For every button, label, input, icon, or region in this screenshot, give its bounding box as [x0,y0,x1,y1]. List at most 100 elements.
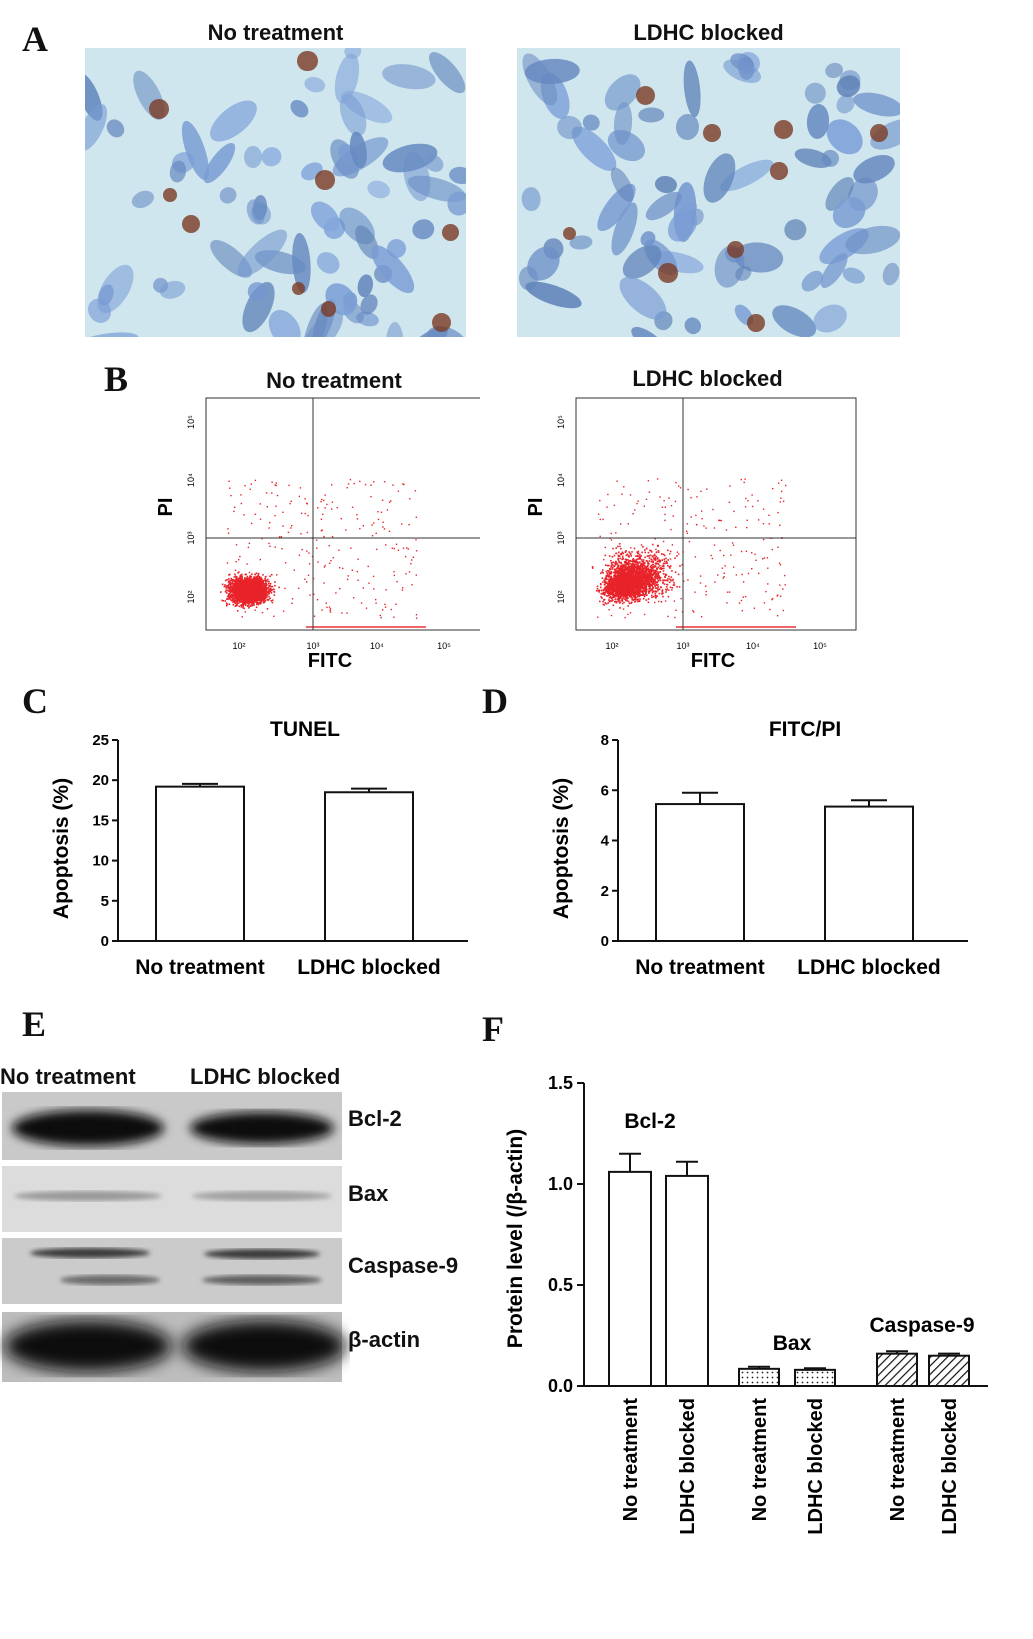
y-tick-label: 1.0 [548,1174,573,1194]
panel-b-left-title: No treatment [266,368,402,393]
cell [202,93,264,150]
cell [522,276,585,315]
chart-title: TUNEL [270,718,340,741]
flow-x-axis-label: FITC [691,650,735,672]
apoptotic-cell [726,241,744,259]
panel-b-right-title: LDHC blocked [632,366,783,391]
cell [129,187,157,212]
cell [364,177,392,201]
flow-y-tick: 10⁵ [556,415,566,429]
x-tick-label: LDHC blocked [297,956,441,979]
cell [381,60,438,94]
flow-y-tick: 10⁴ [186,473,196,487]
bar [794,1368,836,1387]
flow-y-tick: 10³ [556,531,566,544]
cell [879,261,900,289]
flow-x-tick: 10⁵ [813,641,827,651]
y-tick-label: 8 [601,732,609,749]
flow-x-tick: 10² [605,641,618,651]
apoptotic-cell [163,187,177,202]
flow-x-tick: 10⁴ [746,641,760,651]
y-axis-label: Apoptosis (%) [50,778,73,919]
y-tick-label: 0.0 [548,1376,573,1396]
tunel-bar-chart: TUNEL 0 5 10 15 20 25 Apoptosis (%) No treatment… [50,718,468,979]
cell [851,88,900,121]
apoptotic-cell [702,124,721,143]
panel-d-letter: D [482,681,508,721]
flow-plot-ldhc-blocked: PI FITC 10² 10³ 10⁴ 10⁵ 10² 10³ 10⁴ 10⁵ [525,397,857,672]
blot-lane-label-ldhc-blocked: LDHC blocked [190,1064,341,1089]
apoptotic-cell [658,263,678,283]
y-tick-label: 1.5 [548,1073,573,1093]
flow-x-tick: 10⁵ [437,641,451,651]
bar [928,1354,970,1388]
y-tick-label: 6 [601,782,609,799]
cell [681,314,705,337]
cell [638,107,665,123]
apoptotic-cell [431,312,452,333]
group-label: Bax [773,1332,812,1355]
x-tick-label: LDHC blocked [677,1398,699,1535]
apoptotic-cell [562,226,576,240]
flow-y-tick: 10⁴ [556,473,566,487]
y-tick-label: 20 [92,772,109,789]
bar [655,803,745,942]
blot-band-beta-actin [2,1312,346,1382]
bar [155,785,245,942]
apoptotic-cell [291,281,306,296]
flow-frame [205,397,480,631]
flow-y-tick: 10⁵ [186,415,196,429]
cell [85,329,140,337]
apoptotic-cell [320,301,337,317]
group-label: Caspase-9 [869,1314,974,1337]
bar [324,791,414,943]
x-tick-label: LDHC blocked [939,1398,961,1535]
western-blot [0,1090,350,1384]
cell [244,145,263,169]
panel-f-letter: F [482,1009,504,1049]
micrograph-ldhc-blocked [517,48,900,337]
flow-x-tick: 10² [232,641,245,651]
bar [738,1367,780,1387]
flow-frame [575,397,857,631]
flow-plot-no-treatment: PI FITC 10² 10³ 10⁴ 10⁵ 10² 10³ 10⁴ 10⁵ [155,397,480,672]
flow-y-axis-label: PI [155,498,177,517]
flow-x-axis-label: FITC [308,650,352,672]
x-tick-label: LDHC blocked [805,1398,827,1535]
blot-band-caspase9 [2,1238,342,1304]
cell [287,96,313,122]
flow-y-tick: 10² [556,590,566,603]
cell [674,113,700,142]
y-axis-label: Apoptosis (%) [550,778,573,919]
cell [216,183,241,207]
y-tick-label: 15 [92,812,109,829]
cell [410,216,437,242]
flow-y-axis-label: PI [525,498,547,517]
cell [312,247,344,279]
cell [521,186,541,212]
group-label: Bcl-2 [624,1110,675,1133]
bar [665,1174,709,1387]
flow-dots [220,478,426,628]
blot-lane-label-no-treatment: No treatment [0,1064,136,1089]
protein-level-bar-chart: 0.0 0.5 1.0 1.5 Protein level (/β-actin) No t… [504,1073,988,1535]
flow-y-tick: 10³ [186,531,196,544]
flow-x-tick: 10³ [306,641,319,651]
panel-b-letter: B [104,359,129,399]
chart-title: FITC/PI [769,718,841,741]
cell [384,321,404,337]
y-tick-label: 0 [601,933,609,950]
blot-band-bcl2 [2,1092,342,1160]
cell [782,216,809,242]
panel-a-left-title: No treatment [207,20,344,45]
flow-dots [591,478,796,628]
bar [876,1352,918,1387]
blot-label-bcl2: Bcl-2 [348,1106,402,1131]
apoptotic-cell [315,169,336,190]
y-tick-label: 0.5 [548,1275,573,1295]
x-tick-label: No treatment [620,1398,642,1522]
panel-e-letter: E [22,1004,47,1044]
micrograph-no-treatment [85,48,466,337]
bar [608,1170,652,1387]
y-tick-label: 25 [92,732,109,749]
